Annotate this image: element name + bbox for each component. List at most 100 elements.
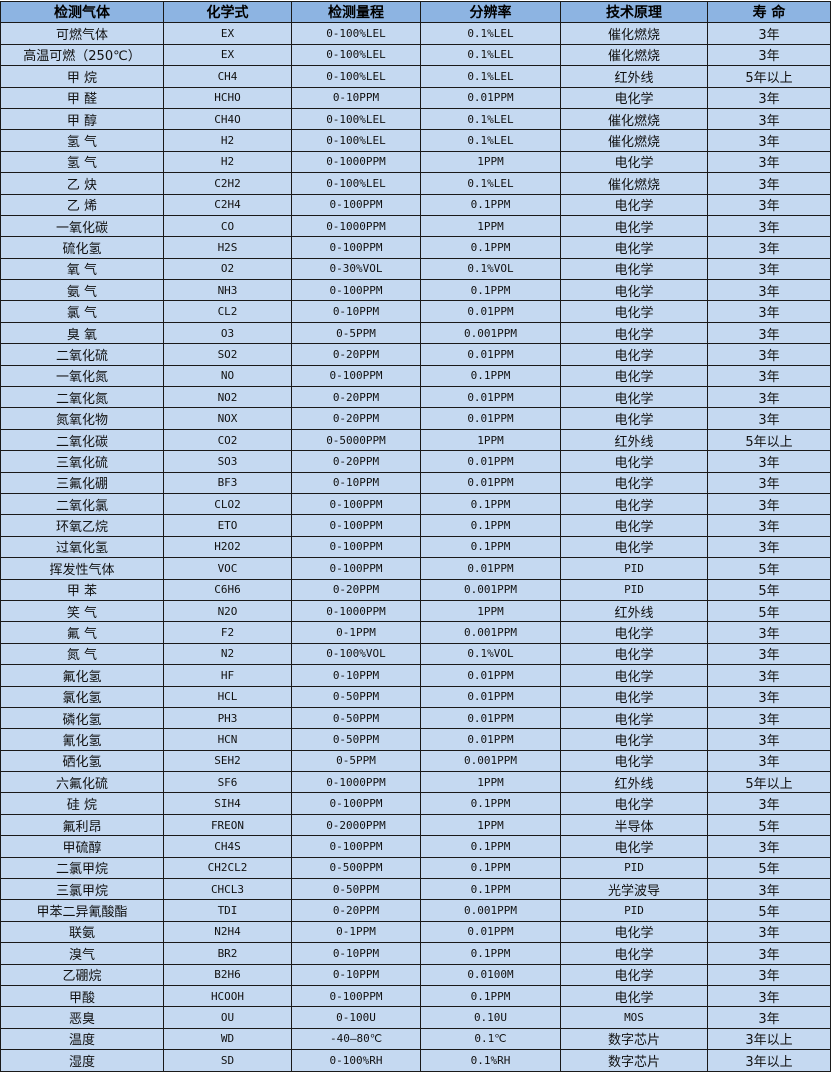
lifespan-cell: 3年 [707,1006,831,1029]
lifespan-cell: 3年 [707,107,831,131]
formula-cell: O3 [163,321,292,345]
lifespan-cell: 3年 [707,386,831,409]
lifespan-cell: 3年 [707,471,831,494]
lifespan-cell: 3年 [707,150,831,174]
table-row: 二氧化硫 SO2 0-20PPM 0.01PPM 电化学 3年 [0,343,831,366]
table-row: 环氧乙烷 ETO 0-100PPM 0.1PPM 电化学 3年 [0,514,831,537]
formula-cell: SIH4 [163,792,292,815]
table-row: 氮氧化物 NOX 0-20PPM 0.01PPM 电化学 3年 [0,407,831,430]
gas-cell: 氢 气 [0,150,164,174]
principle-cell: 电化学 [560,664,708,687]
gas-cell: 氟利昂 [0,813,164,837]
gas-cell: 恶臭 [0,1006,164,1029]
formula-cell: EX [163,22,292,45]
gas-cell: 二氧化氯 [0,492,164,516]
principle-cell: 电化学 [560,300,708,323]
principle-cell: PID [560,899,708,922]
table-row: 氢 气 H2 0-1000PPM 1PPM 电化学 3年 [0,150,831,174]
gas-cell: 氟 气 [0,621,164,644]
gas-cell: 磷化氢 [0,706,164,730]
formula-cell: H2 [163,150,292,174]
range-cell: 0-50PPM [291,685,421,708]
range-cell: 0-100PPM [291,792,421,815]
principle-cell: 电化学 [560,214,708,238]
resolution-cell: 0.10U [420,1006,561,1029]
formula-cell: C6H6 [163,578,292,601]
table-row: 笑 气 N2O 0-1000PPM 1PPM 红外线 5年 [0,599,831,623]
lifespan-cell: 3年以上 [707,1027,831,1051]
range-cell: 0-1PPM [291,621,421,644]
lifespan-cell: 3年 [707,664,831,687]
range-cell: 0-5PPM [291,749,421,773]
range-cell: 0-1PPM [291,920,421,944]
principle-cell: PID [560,856,708,880]
lifespan-cell: 3年 [707,279,831,302]
table-row: 乙硼烷 B2H6 0-10PPM 0.0100M 电化学 3年 [0,963,831,986]
table-row: 二氯甲烷 CH2CL2 0-500PPM 0.1PPM PID 5年 [0,856,831,880]
principle-cell: 电化学 [560,920,708,944]
gas-cell: 乙 烯 [0,193,164,216]
lifespan-cell: 3年 [707,236,831,259]
table-row: 氟利昂 FREON 0-2000PPM 1PPM 半导体 5年 [0,813,831,837]
resolution-cell: 1PPM [420,214,561,238]
resolution-cell: 1PPM [420,428,561,452]
resolution-cell: 0.1%RH [420,1049,561,1072]
gas-cell: 二氯甲烷 [0,856,164,880]
gas-cell: 挥发性气体 [0,557,164,580]
range-cell: 0-10PPM [291,300,421,323]
table-row: 乙 烯 C2H4 0-100PPM 0.1PPM 电化学 3年 [0,193,831,216]
table-row: 六氟化硫 SF6 0-1000PPM 1PPM 红外线 5年以上 [0,771,831,794]
gas-cell: 臭 氧 [0,321,164,345]
principle-cell: 红外线 [560,65,708,88]
lifespan-cell: 3年 [707,193,831,216]
range-cell: 0-100PPM [291,535,421,559]
principle-cell: 电化学 [560,450,708,473]
formula-cell: O2 [163,257,292,281]
header-resolution: 分辨率 [420,0,561,24]
range-cell: 0-20PPM [291,343,421,366]
formula-cell: SO2 [163,343,292,366]
gas-cell: 高温可燃（250℃） [0,43,164,67]
gas-cell: 甲 醇 [0,107,164,131]
resolution-cell: 1PPM [420,599,561,623]
principle-cell: 电化学 [560,150,708,174]
table-row: 溴气 BR2 0-10PPM 0.1PPM 电化学 3年 [0,942,831,965]
principle-cell: 电化学 [560,471,708,494]
range-cell: 0-20PPM [291,450,421,473]
formula-cell: NO [163,364,292,388]
range-cell: 0-100%LEL [291,43,421,67]
lifespan-cell: 3年 [707,492,831,516]
table-row: 氯化氢 HCL 0-50PPM 0.01PPM 电化学 3年 [0,685,831,708]
lifespan-cell: 5年以上 [707,65,831,88]
formula-cell: F2 [163,621,292,644]
principle-cell: 催化燃烧 [560,107,708,131]
principle-cell: 数字芯片 [560,1027,708,1051]
gas-cell: 二氧化硫 [0,343,164,366]
formula-cell: SD [163,1049,292,1072]
header-formula: 化学式 [163,0,292,24]
resolution-cell: 0.01PPM [420,343,561,366]
principle-cell: 电化学 [560,236,708,259]
table-row: 氧 气 O2 0-30%VOL 0.1%VOL 电化学 3年 [0,257,831,281]
table-row: 甲 烷 CH4 0-100%LEL 0.1%LEL 红外线 5年以上 [0,65,831,88]
lifespan-cell: 3年 [707,963,831,986]
lifespan-cell: 3年 [707,835,831,858]
range-cell: 0-20PPM [291,899,421,922]
lifespan-cell: 3年 [707,878,831,901]
range-cell: -40—80℃ [291,1027,421,1051]
resolution-cell: 1PPM [420,813,561,837]
resolution-cell: 0.1%VOL [420,642,561,666]
formula-cell: ETO [163,514,292,537]
lifespan-cell: 3年 [707,706,831,730]
range-cell: 0-20PPM [291,578,421,601]
formula-cell: CLO2 [163,492,292,516]
principle-cell: 电化学 [560,321,708,345]
table-row: 三氯甲烷 CHCL3 0-50PPM 0.1PPM 光学波导 3年 [0,878,831,901]
principle-cell: 电化学 [560,257,708,281]
header-gas: 检测气体 [0,0,164,24]
resolution-cell: 0.1PPM [420,514,561,537]
header-range: 检测量程 [291,0,421,24]
resolution-cell: 0.1PPM [420,492,561,516]
formula-cell: PH3 [163,706,292,730]
range-cell: 0-100PPM [291,279,421,302]
